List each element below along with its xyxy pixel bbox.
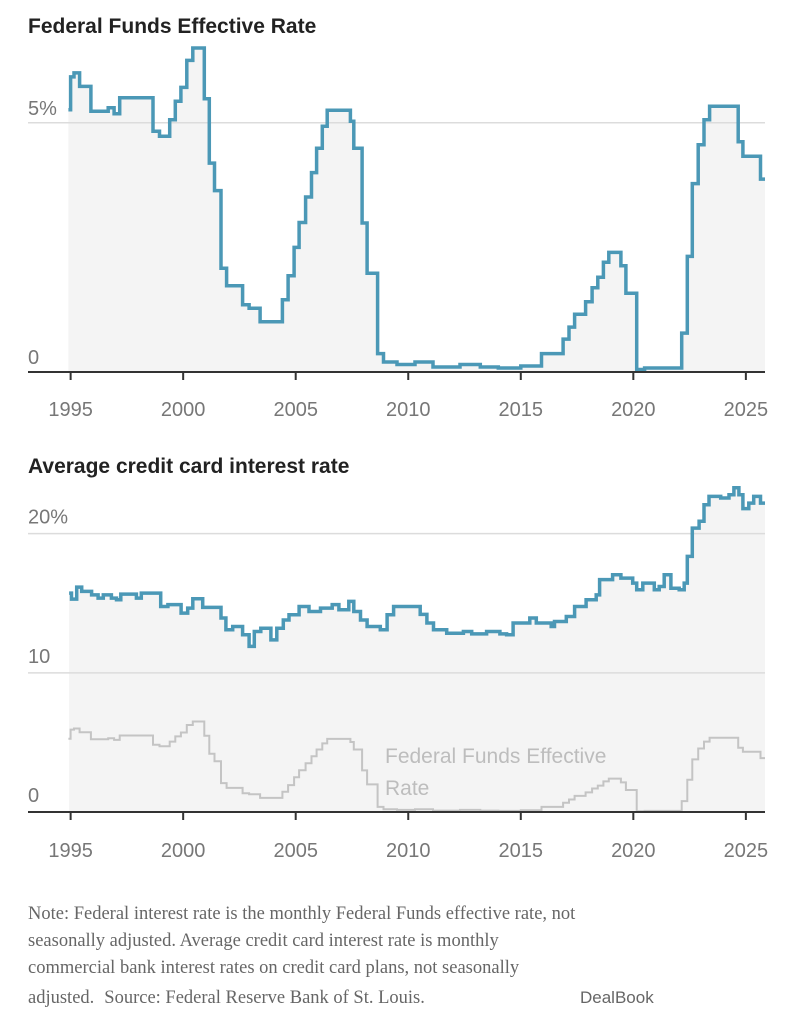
x-tick-label: 1995: [48, 840, 93, 862]
footer-note: Note: Federal interest rate is the month…: [28, 904, 654, 1008]
x-tick-label: 2015: [499, 399, 544, 421]
note-line: adjusted. Source: Federal Reserve Bank of…: [28, 988, 425, 1008]
chart-title: Federal Funds Effective Rate: [28, 15, 316, 38]
y-tick-label: 0: [28, 347, 39, 369]
y-tick-label: 10: [28, 646, 50, 668]
fed-funds-comparison-line: [68, 720, 765, 813]
fed-funds-chart: Federal Funds Effective Rate 0 5% 1995 200…: [28, 15, 768, 421]
annotation-line-2: Rate: [385, 777, 429, 800]
x-tick-label: 2025: [724, 399, 769, 421]
x-tick-label: 1995: [48, 399, 93, 421]
annotation-line-1: Federal Funds Effective: [385, 745, 606, 768]
credit-card-rate-line: [69, 485, 765, 649]
x-tick-label: 2010: [386, 840, 431, 862]
x-tick-label: 2020: [611, 840, 656, 862]
x-tick-label: 2020: [611, 399, 656, 421]
x-tick-label: 2005: [273, 840, 318, 862]
x-tick-label: 2000: [161, 399, 206, 421]
area-fill: [68, 48, 765, 372]
fed-funds-line: [68, 46, 765, 372]
credit-card-chart: Average credit card interest rate 0 10 20%…: [28, 455, 768, 862]
credit-dealbook: DealBook: [580, 988, 654, 1007]
note-line: commercial bank interest rates on credit…: [28, 958, 520, 978]
x-tick-label: 2000: [161, 840, 206, 862]
note-line: Note: Federal interest rate is the month…: [28, 904, 576, 924]
note-line-end: adjusted.: [28, 988, 94, 1008]
x-tick-label: 2015: [499, 840, 544, 862]
y-tick-label: 0: [28, 785, 39, 807]
y-tick-label: 5%: [28, 98, 57, 120]
area-fill: [69, 487, 766, 812]
note-line: seasonally adjusted. Average credit card…: [28, 931, 499, 951]
x-tick-label: 2025: [724, 840, 769, 862]
y-tick-label: 20%: [28, 507, 68, 529]
x-tick-label: 2010: [386, 399, 431, 421]
source-text: Source: Federal Reserve Bank of St. Loui…: [104, 988, 425, 1008]
chart-title: Average credit card interest rate: [28, 455, 349, 478]
x-tick-label: 2005: [273, 399, 318, 421]
